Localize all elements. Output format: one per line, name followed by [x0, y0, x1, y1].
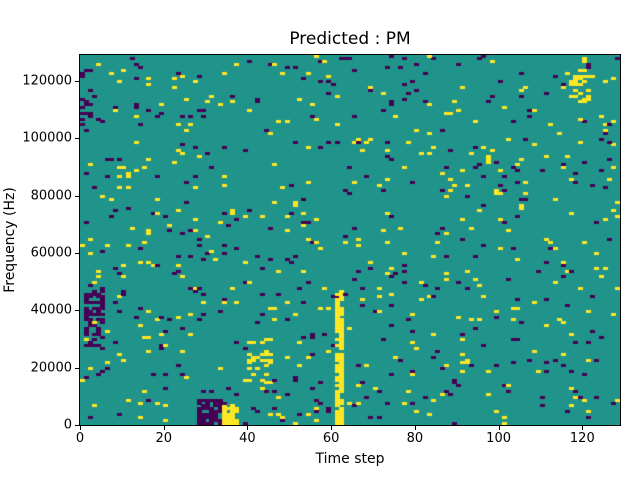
heatmap-canvas — [80, 55, 620, 425]
y-tick-label: 60000 — [30, 245, 72, 261]
plot-area — [79, 54, 621, 426]
x-tick-mark — [582, 426, 584, 430]
y-tick-mark — [75, 425, 79, 426]
y-tick-mark — [75, 252, 79, 254]
x-tick-mark — [414, 426, 416, 430]
x-tick-mark — [247, 426, 249, 430]
y-tick-label: 20000 — [30, 360, 72, 376]
y-tick-mark — [75, 195, 79, 197]
y-tick-label: 0 — [63, 417, 72, 433]
y-tick-mark — [75, 367, 79, 369]
x-tick-label: 0 — [75, 431, 85, 446]
y-axis-label: Frequency (Hz) — [2, 187, 18, 293]
y-tick-label: 100000 — [22, 130, 72, 146]
x-tick-label: 40 — [239, 431, 256, 446]
x-tick-mark — [498, 426, 500, 430]
y-tick-label: 120000 — [22, 73, 72, 89]
x-tick-label: 60 — [322, 431, 340, 446]
x-tick-label: 100 — [486, 431, 512, 446]
chart-title: Predicted : PM — [289, 29, 411, 49]
y-tick-mark — [75, 138, 79, 140]
x-tick-mark — [331, 426, 333, 430]
y-tick-label: 80000 — [30, 188, 72, 204]
y-tick-label: 40000 — [30, 302, 72, 318]
x-tick-mark — [163, 426, 165, 430]
y-tick-mark — [75, 310, 79, 312]
x-axis-label: Time step — [315, 451, 385, 467]
y-tick-mark — [75, 80, 79, 82]
x-tick-label: 20 — [155, 431, 172, 446]
x-tick-label: 80 — [406, 431, 424, 446]
x-tick-label: 120 — [569, 431, 595, 446]
x-tick-mark — [80, 426, 81, 430]
